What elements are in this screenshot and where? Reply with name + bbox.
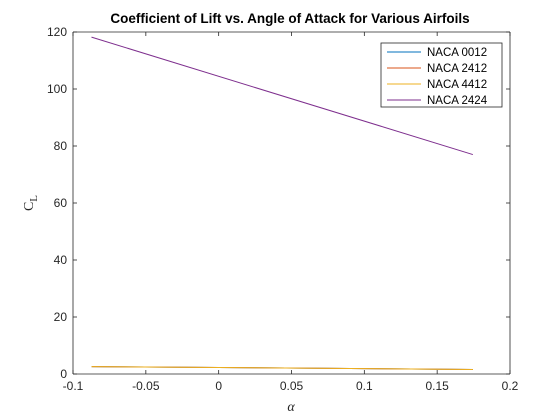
x-ticks: -0.1 -0.05 0 0.05 0.1 0.15 0.2 — [63, 32, 519, 393]
y-axis-label-sub: L — [28, 195, 40, 202]
legend-box — [380, 42, 503, 108]
y-axis-label: CL — [22, 195, 40, 211]
y-tick-label: 20 — [54, 310, 68, 324]
y-tick-label: 0 — [60, 367, 67, 381]
y-tick-label: 100 — [47, 82, 67, 96]
series-line-3 — [91, 366, 473, 370]
y-tick-label: 40 — [54, 253, 68, 267]
x-tick-label: 0.2 — [502, 379, 519, 393]
legend-entry: NACA 4412 — [427, 79, 487, 91]
y-tick-label: 80 — [54, 139, 68, 153]
x-tick-label: -0.05 — [132, 379, 160, 393]
x-tick-label: 0.1 — [356, 379, 373, 393]
x-tick-label: 0.15 — [425, 379, 449, 393]
legend-entry: NACA 2424 — [427, 95, 488, 107]
series-line-4 — [91, 36, 473, 156]
y-tick-label: 120 — [47, 25, 67, 39]
y-ticks: 0 20 40 60 80 100 120 — [47, 25, 510, 381]
x-tick-label: 0.05 — [280, 379, 304, 393]
y-tick-label: 60 — [54, 196, 68, 210]
legend-entry: NACA 0012 — [427, 47, 487, 59]
x-tick-label: -0.1 — [63, 379, 84, 393]
x-tick-label: 0 — [215, 379, 222, 393]
legend-entry: NACA 2412 — [427, 63, 487, 75]
legend: NACA 0012 NACA 2412 NACA 4412 NACA 2424 — [380, 42, 503, 108]
chart-title: Coefficient of Lift vs. Angle of Attack … — [110, 11, 469, 26]
series-lines — [91, 36, 473, 370]
y-axis-label-main: C — [22, 202, 37, 211]
x-axis-label: α — [287, 400, 295, 415]
